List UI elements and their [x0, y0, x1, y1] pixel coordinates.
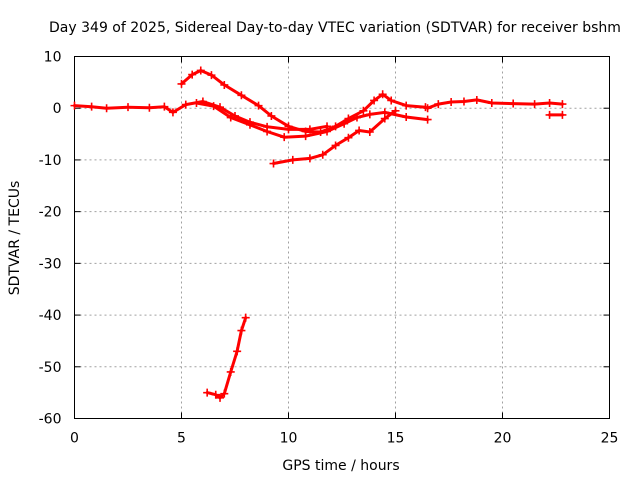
data-point [87, 102, 96, 111]
data-point [380, 114, 389, 123]
data-point [359, 106, 368, 115]
y-tick-label: -40 [39, 308, 62, 324]
data-point [188, 70, 197, 79]
data-series [70, 66, 567, 402]
data-point [124, 103, 132, 112]
y-tick-label: -10 [39, 153, 62, 169]
data-point [241, 313, 250, 322]
y-tick-label: -30 [39, 256, 62, 272]
data-point [305, 154, 314, 163]
x-tick-label: 20 [494, 431, 512, 447]
data-point [447, 98, 456, 107]
data-point [509, 99, 518, 108]
data-point [145, 103, 154, 112]
data-point [365, 110, 374, 119]
data-point [459, 97, 468, 106]
x-tick-label: 5 [177, 431, 186, 447]
data-point [70, 101, 79, 110]
x-tick-label: 25 [601, 431, 619, 447]
data-point [102, 104, 111, 113]
x-tick-label: 0 [70, 431, 79, 447]
data-point [211, 390, 220, 399]
data-point [254, 101, 263, 110]
data-point [209, 102, 218, 111]
y-axis-label: SDTVAR / TECUs [7, 181, 23, 296]
data-point [318, 150, 327, 159]
data-point [177, 79, 186, 88]
data-point [280, 133, 289, 142]
data-point [226, 113, 235, 122]
data-point [344, 133, 353, 142]
data-point [233, 347, 242, 356]
data-point [434, 100, 443, 109]
data-point [168, 108, 177, 117]
axis-ticks: 0 5 10 15 20 25 10 0 -10 -20 -30 -40 -50 -60 [39, 50, 619, 447]
y-tick-label: 10 [44, 50, 62, 66]
data-point [352, 113, 361, 122]
data-point [370, 96, 379, 105]
series-s4-line [272, 109, 397, 165]
data-point [545, 110, 554, 119]
data-point [472, 95, 481, 104]
grid [74, 56, 610, 419]
data-point [365, 128, 374, 137]
data-point [301, 132, 310, 141]
x-axis-label: GPS time / hours [282, 458, 399, 474]
data-point [340, 119, 349, 128]
data-point [391, 106, 400, 115]
y-tick-label: -50 [39, 360, 62, 376]
data-point [387, 96, 396, 105]
data-point [237, 91, 246, 100]
data-point [402, 113, 411, 122]
data-point [545, 99, 554, 108]
data-point [530, 100, 539, 109]
data-point [288, 155, 297, 164]
data-point [196, 66, 205, 75]
data-point [269, 159, 278, 168]
data-point [203, 388, 212, 397]
y-tick-label: 0 [53, 101, 62, 117]
data-point [160, 102, 169, 111]
x-tick-label: 15 [387, 431, 405, 447]
data-point [181, 100, 190, 109]
series-s5-line [426, 98, 564, 110]
data-point [267, 111, 276, 120]
data-point [207, 71, 216, 80]
series-s7-line [205, 316, 248, 400]
data-point [402, 101, 411, 110]
plot-frame [74, 56, 610, 419]
data-point [487, 99, 496, 108]
data-point [284, 122, 293, 131]
data-point [263, 127, 272, 136]
data-point [220, 80, 229, 89]
data-point [192, 99, 201, 108]
data-point [558, 100, 567, 109]
chart-title: Day 349 of 2025, Sidereal Day-to-day VTE… [49, 20, 621, 36]
data-point [423, 104, 432, 113]
data-point [378, 90, 387, 99]
data-point [220, 389, 229, 398]
data-point [216, 393, 225, 402]
x-tick-label: 10 [280, 431, 298, 447]
data-point [331, 141, 340, 150]
data-point [323, 127, 332, 136]
data-point [423, 115, 432, 124]
data-point [558, 110, 567, 119]
data-point [226, 367, 235, 376]
y-tick-label: -60 [39, 412, 62, 428]
data-point [245, 120, 254, 129]
data-point [237, 326, 246, 335]
data-point [355, 126, 364, 135]
y-tick-label: -20 [39, 205, 62, 221]
